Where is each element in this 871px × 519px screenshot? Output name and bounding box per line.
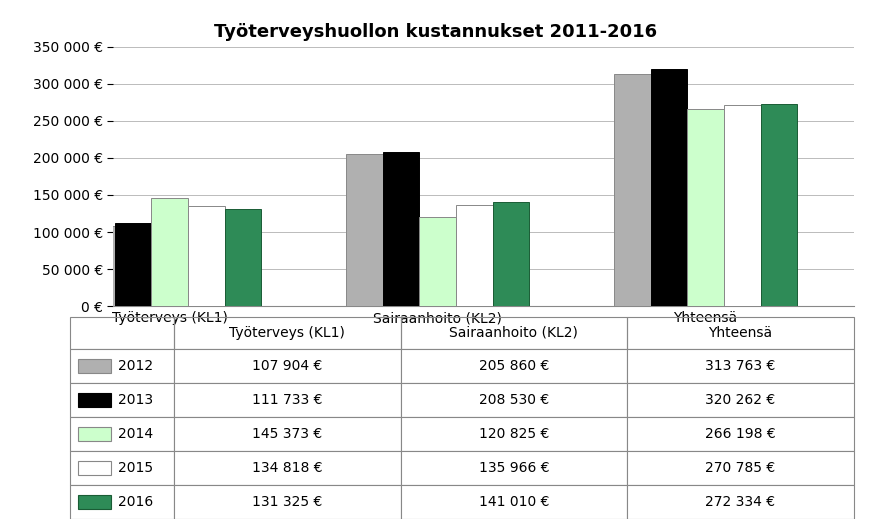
Text: 2012: 2012 xyxy=(118,359,152,373)
Text: 131 325 €: 131 325 € xyxy=(253,495,322,509)
Bar xyxy=(174,417,401,451)
Text: Yhteensä: Yhteensä xyxy=(708,326,773,340)
Text: 141 010 €: 141 010 € xyxy=(479,495,549,509)
Bar xyxy=(174,383,401,417)
Text: 266 198 €: 266 198 € xyxy=(705,427,776,441)
Bar xyxy=(225,209,261,306)
Bar xyxy=(760,104,797,306)
Bar xyxy=(627,417,854,451)
Text: 272 334 €: 272 334 € xyxy=(706,495,775,509)
Text: 270 785 €: 270 785 € xyxy=(706,461,775,475)
Bar xyxy=(346,154,382,306)
Text: Työterveyshuollon kustannukset 2011-2016: Työterveyshuollon kustannukset 2011-2016 xyxy=(214,23,657,42)
Text: 205 860 €: 205 860 € xyxy=(479,359,549,373)
Bar xyxy=(627,485,854,519)
Text: 2014: 2014 xyxy=(118,427,152,441)
Bar xyxy=(627,317,854,349)
Bar xyxy=(419,216,456,306)
Bar xyxy=(627,349,854,383)
Bar xyxy=(651,69,687,306)
Bar xyxy=(78,461,111,475)
Bar xyxy=(401,451,627,485)
Text: 135 966 €: 135 966 € xyxy=(479,461,549,475)
Bar xyxy=(382,152,419,306)
Bar xyxy=(401,485,627,519)
Bar xyxy=(627,383,854,417)
Bar xyxy=(174,451,401,485)
Bar xyxy=(152,198,188,306)
Text: 2016: 2016 xyxy=(118,495,152,509)
Text: 2015: 2015 xyxy=(118,461,152,475)
Bar xyxy=(174,349,401,383)
Bar xyxy=(174,317,401,349)
Bar xyxy=(70,317,174,349)
Bar xyxy=(78,226,115,306)
Bar xyxy=(70,417,174,451)
Bar xyxy=(401,417,627,451)
Bar xyxy=(115,223,152,306)
Bar xyxy=(401,349,627,383)
Bar xyxy=(174,485,401,519)
Bar xyxy=(188,206,225,306)
Text: 120 825 €: 120 825 € xyxy=(479,427,549,441)
Text: 2013: 2013 xyxy=(118,393,152,407)
Bar xyxy=(78,393,111,407)
Text: Sairaanhoito (KL2): Sairaanhoito (KL2) xyxy=(449,326,578,340)
Bar xyxy=(70,451,174,485)
Text: Työterveys (KL1): Työterveys (KL1) xyxy=(229,326,346,340)
Bar xyxy=(78,495,111,509)
Text: 134 818 €: 134 818 € xyxy=(253,461,322,475)
Bar xyxy=(614,74,651,306)
Bar xyxy=(401,317,627,349)
Text: 111 733 €: 111 733 € xyxy=(253,393,322,407)
Text: 107 904 €: 107 904 € xyxy=(253,359,322,373)
Text: 320 262 €: 320 262 € xyxy=(706,393,775,407)
Bar xyxy=(78,359,111,373)
Text: 313 763 €: 313 763 € xyxy=(706,359,775,373)
Text: 208 530 €: 208 530 € xyxy=(479,393,549,407)
Bar xyxy=(627,451,854,485)
Text: 145 373 €: 145 373 € xyxy=(253,427,322,441)
Bar xyxy=(687,109,724,306)
Bar xyxy=(78,427,111,441)
Bar xyxy=(401,383,627,417)
Bar xyxy=(456,206,493,306)
Bar xyxy=(70,485,174,519)
Bar xyxy=(70,349,174,383)
Bar xyxy=(724,105,760,306)
Bar xyxy=(493,202,530,306)
Bar xyxy=(70,383,174,417)
